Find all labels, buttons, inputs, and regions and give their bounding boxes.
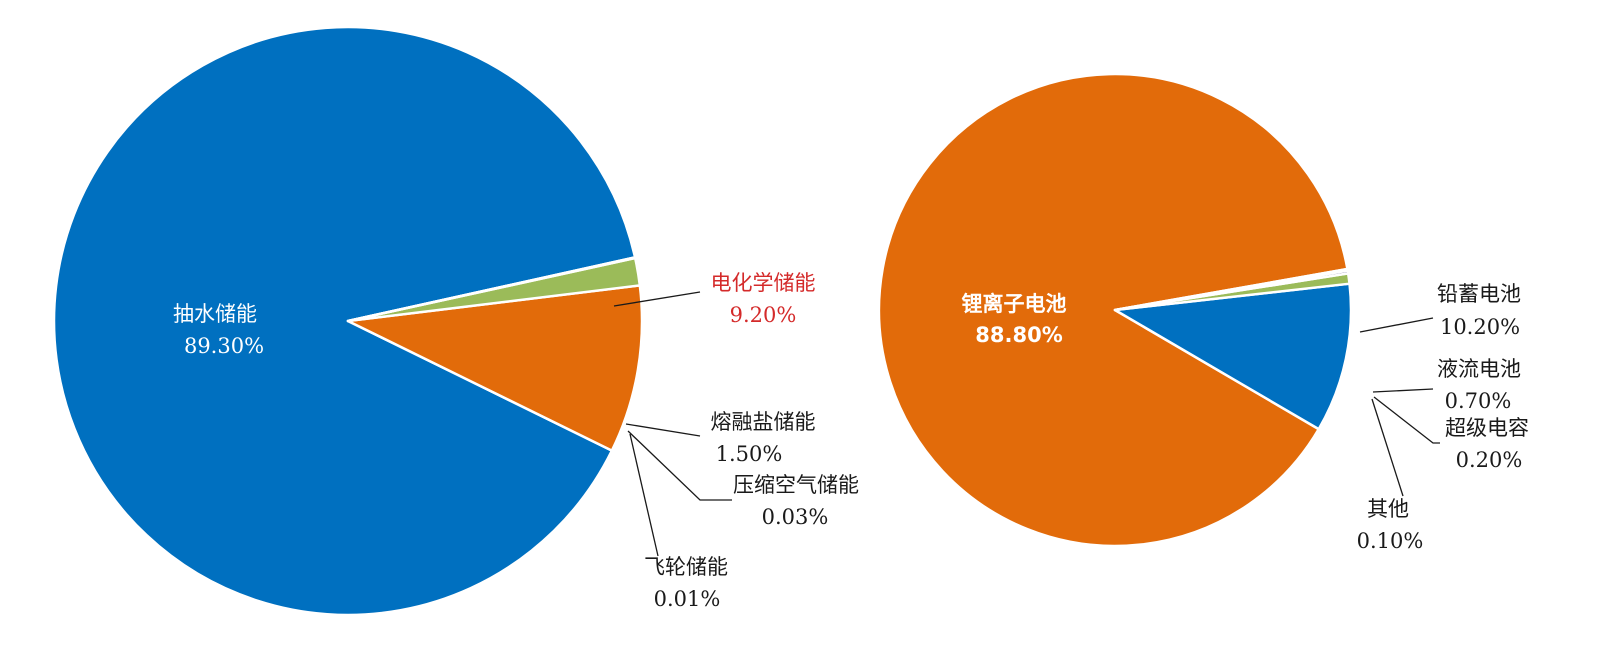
slice-label-li-ion-name: 锂离子电池	[962, 292, 1067, 316]
slice-label-flow-battery-name: 液流电池	[1437, 357, 1521, 381]
leader-line-flywheel	[629, 433, 659, 557]
slice-label-supercapacitor-name: 超级电容	[1445, 416, 1529, 440]
pie-slice-1-4	[346, 256, 637, 323]
slice-label-molten-salt-name: 熔融盐储能	[711, 410, 816, 434]
leader-line-supercapacitor	[1373, 396, 1440, 444]
slice-label-other-name: 其他	[1367, 497, 1409, 521]
pie-slice-2-0	[877, 72, 1349, 548]
slice-label-supercapacitor-value: 0.20%	[1456, 448, 1523, 472]
slice-label-molten-salt-value: 1.50%	[716, 442, 783, 466]
slice-label-lead-acid-name: 铅蓄电池	[1437, 282, 1521, 306]
pie-slice-2-4	[1113, 267, 1349, 312]
pie-slice-1-1	[346, 284, 644, 452]
leader-line-other	[1371, 398, 1404, 497]
leader-line-molten-salt	[625, 423, 701, 437]
slice-label-compressed-air-name: 压缩空气储能	[733, 473, 859, 497]
leader-line-compressed-air	[627, 430, 732, 501]
pie1-slices	[52, 25, 644, 617]
slice-label-compressed-air-value: 0.03%	[762, 505, 829, 529]
slice-label-electrochemical-name: 电化学储能	[711, 271, 816, 295]
leader-line-lead-acid	[1359, 317, 1434, 333]
slice-label-pumped-hydro-name: 抽水储能	[173, 302, 257, 326]
slice-label-flow-battery-value: 0.70%	[1445, 389, 1512, 413]
leader-line-flow-battery	[1372, 388, 1434, 393]
pie-chart-electrochemical-storage: 锂离子电池 88.80% 铅蓄电池 10.20% 液流电池 0.70% 超级电容…	[877, 72, 1529, 553]
pie-chart-energy-storage: 抽水储能 89.30% 电化学储能 9.20% 熔融盐储能 1.50% 压缩空气…	[52, 25, 859, 617]
pie-slice-1-0	[52, 25, 637, 617]
pie-slice-2-1	[1113, 282, 1353, 431]
slice-label-li-ion-value: 88.80%	[975, 323, 1062, 347]
pie2-slices	[877, 72, 1353, 548]
slice-label-flywheel-value: 0.01%	[654, 587, 721, 611]
slice-label-pumped-hydro-value: 89.30%	[184, 334, 264, 358]
slice-label-other-value: 0.10%	[1357, 529, 1424, 553]
slice-label-lead-acid-value: 10.20%	[1440, 315, 1520, 339]
slice-label-electrochemical-value: 9.20%	[730, 303, 797, 327]
leader-line-electrochemical	[613, 291, 701, 307]
slice-label-flywheel-name: 飞轮储能	[644, 555, 728, 579]
